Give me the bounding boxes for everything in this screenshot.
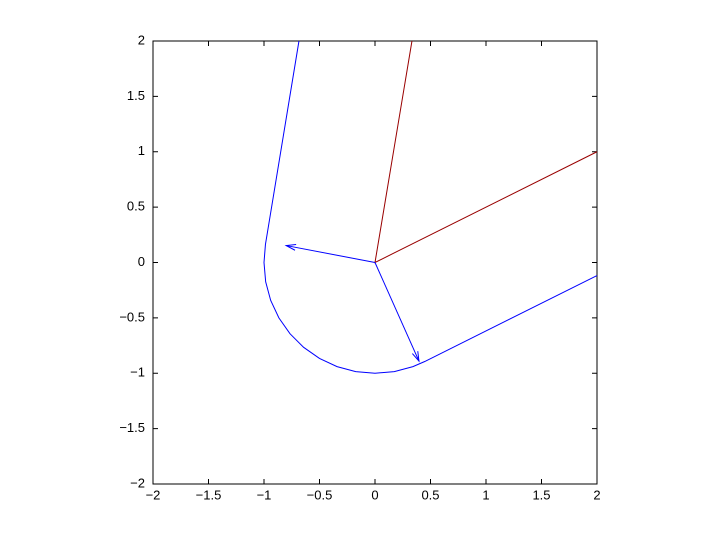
y-tick-label: −2 [130,475,145,490]
arrowhead [284,243,297,251]
y-tick-label: −1.5 [119,420,145,435]
y-tick-label: 0 [138,254,145,269]
x-tick-label: −1.5 [196,487,222,502]
arrow [374,262,420,362]
y-tick-label: 1 [138,143,145,158]
arrow [286,245,376,263]
x-tick-label: −0.5 [307,487,333,502]
x-tick-label: 2 [593,487,600,502]
x-tick-label: 1 [482,487,489,502]
x-tick-label: 1.5 [532,487,550,502]
y-tick-label: 1.5 [127,88,145,103]
x-tick-label: 0.5 [421,487,439,502]
y-tick-label: −1 [130,365,145,380]
y-tick-label: −0.5 [119,309,145,324]
x-tick-label: −2 [146,487,161,502]
line [263,40,598,374]
x-tick-label: 0 [371,487,378,502]
x-tick-label: −1 [257,487,272,502]
y-tick-label: 2 [138,32,145,47]
arrowhead [411,351,420,363]
y-tick-label: 0.5 [127,199,145,214]
